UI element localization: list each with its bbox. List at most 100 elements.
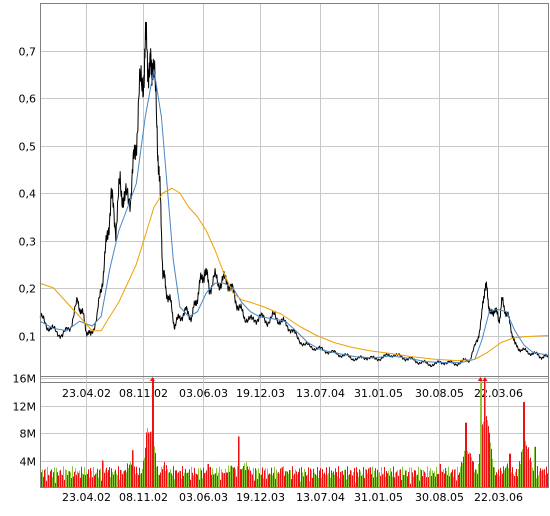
volume-bar <box>310 468 311 488</box>
volume-bar <box>435 476 436 488</box>
volume-bar <box>508 468 509 488</box>
volume-clip-marker <box>482 377 488 381</box>
volume-bar <box>468 453 469 488</box>
volume-bar <box>189 469 190 488</box>
volume-bar <box>373 477 374 488</box>
volume-bar <box>86 472 87 488</box>
volume-bar <box>264 470 265 488</box>
volume-bar <box>517 476 518 488</box>
volume-bar <box>374 470 375 488</box>
volume-bar <box>60 470 61 488</box>
volume-bar <box>369 467 370 489</box>
volume-bar <box>314 472 315 488</box>
volume-bar <box>76 474 77 488</box>
volume-bar <box>318 477 319 488</box>
volume-bar <box>251 473 252 488</box>
volume-bar <box>498 469 499 488</box>
volume-bar <box>414 469 415 488</box>
volume-bar <box>267 468 268 488</box>
volume-bar <box>268 474 269 488</box>
volume-bar <box>518 469 519 488</box>
volume-bar <box>492 458 493 488</box>
volume-bar <box>545 475 546 488</box>
volume-bar <box>450 473 451 488</box>
volume-bar <box>432 470 433 488</box>
volume-bar <box>284 475 285 488</box>
volume-bar <box>219 466 220 488</box>
volume-bar <box>521 451 522 488</box>
volume-bar <box>485 378 486 488</box>
volume-bar <box>69 471 70 488</box>
volume-bar <box>158 474 159 488</box>
volume-bar <box>426 477 427 488</box>
volume-bar <box>466 422 467 488</box>
volume-bar <box>122 474 123 488</box>
volume-bar <box>355 482 356 488</box>
volume-bar <box>354 468 355 488</box>
volume-bar <box>353 472 354 488</box>
volume-bar <box>83 474 84 488</box>
volume-bar <box>500 467 501 488</box>
volume-bar <box>382 474 383 488</box>
volume-bar <box>472 460 473 488</box>
volume-bar <box>335 468 336 488</box>
volume-bar <box>441 471 442 488</box>
volume-bar <box>340 472 341 488</box>
volume-bar <box>311 470 312 488</box>
volume-bar <box>125 469 126 488</box>
volume-bar <box>55 482 56 488</box>
volume-bar <box>356 467 357 488</box>
volume-bar <box>512 467 513 488</box>
volume-bar <box>387 473 388 488</box>
volume-bar <box>480 378 481 488</box>
volume-bar <box>271 467 272 488</box>
volume-bar <box>347 466 348 488</box>
volume-bar <box>460 466 461 488</box>
volume-bar <box>419 480 420 488</box>
volume-bar <box>281 467 282 489</box>
volume-bar <box>214 474 215 488</box>
volume-bar <box>534 446 535 488</box>
volume-x-tick-label: 03.06.03 <box>179 491 228 504</box>
volume-bar <box>179 470 180 488</box>
volume-bar <box>476 470 477 488</box>
volume-bar <box>263 478 264 488</box>
volume-bar <box>95 474 96 488</box>
volume-bar <box>358 476 359 488</box>
volume-bar <box>127 463 128 488</box>
volume-bar <box>421 470 422 488</box>
volume-bar <box>246 462 247 488</box>
volume-bar <box>433 473 434 488</box>
volume-bar <box>168 472 169 488</box>
volume-bar <box>344 469 345 488</box>
volume-bar <box>200 468 201 488</box>
volume-bar <box>57 472 58 488</box>
volume-bar <box>345 469 346 488</box>
volume-x-tick-label: 23.04.02 <box>62 491 111 504</box>
volume-bar <box>262 467 263 488</box>
volume-bar <box>119 479 120 488</box>
volume-bar <box>136 466 137 488</box>
volume-bar <box>142 468 143 488</box>
volume-bar <box>215 473 216 488</box>
volume-panel-frame <box>40 376 549 488</box>
volume-bar <box>300 481 301 488</box>
volume-bar <box>352 475 353 488</box>
volume-bar <box>161 466 162 488</box>
volume-bar <box>423 469 424 488</box>
volume-y-tick-label: 16M <box>13 373 37 386</box>
volume-y-tick-label: 8M <box>20 428 37 441</box>
price-y-tick-label: 0,6 <box>19 93 37 106</box>
volume-bar <box>470 453 471 488</box>
volume-bar <box>532 467 533 488</box>
volume-bar <box>453 476 454 488</box>
volume-bar <box>541 470 542 488</box>
volume-bar <box>75 468 76 488</box>
volume-bar <box>101 480 102 488</box>
volume-bar <box>514 475 515 488</box>
volume-bar <box>243 465 244 488</box>
volume-bar <box>282 467 283 489</box>
volume-bar <box>438 473 439 488</box>
volume-bar <box>429 471 430 488</box>
